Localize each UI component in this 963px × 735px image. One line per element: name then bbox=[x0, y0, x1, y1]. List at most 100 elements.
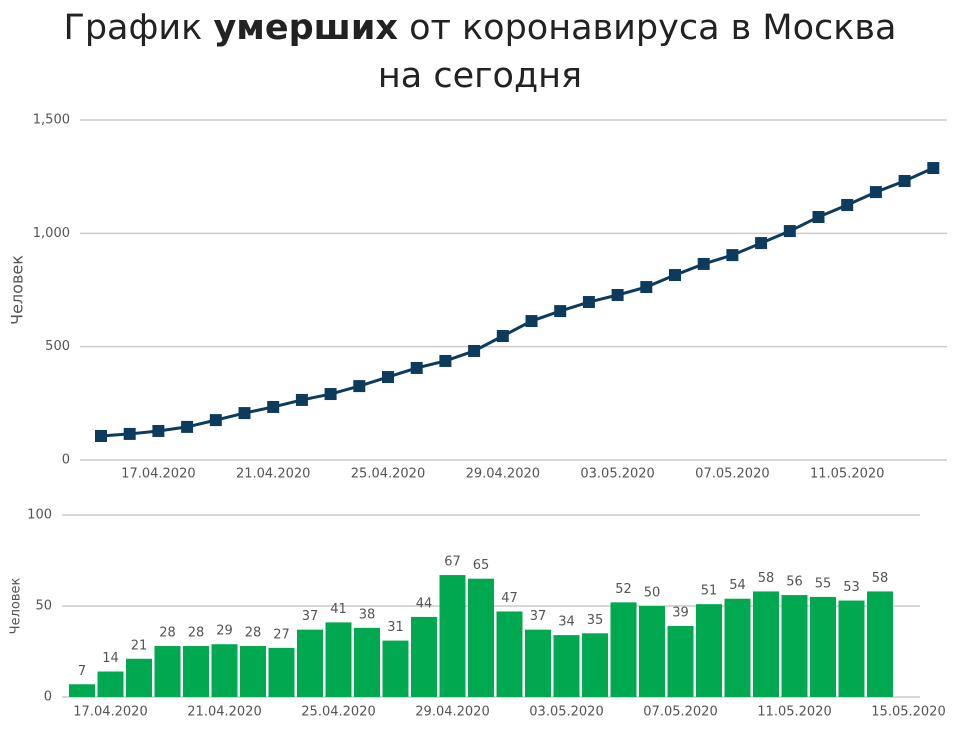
marker bbox=[353, 380, 366, 393]
y-tick-label: 500 bbox=[45, 339, 70, 354]
data-label: 58 bbox=[758, 571, 775, 586]
data-label: 51 bbox=[701, 584, 718, 599]
x-tick-label: 17.04.2020 bbox=[73, 705, 147, 720]
marker bbox=[468, 344, 481, 357]
data-label: 53 bbox=[843, 580, 860, 595]
data-label: 37 bbox=[302, 609, 319, 624]
x-tick-label: 03.05.2020 bbox=[580, 467, 654, 482]
data-label: 56 bbox=[786, 575, 803, 590]
marker bbox=[324, 388, 337, 401]
title-part: График bbox=[63, 8, 203, 48]
marker bbox=[238, 407, 251, 420]
bar bbox=[496, 611, 523, 697]
marker bbox=[554, 305, 567, 318]
marker bbox=[726, 249, 739, 262]
bar bbox=[696, 604, 722, 697]
x-tick-label: 25.04.2020 bbox=[301, 705, 375, 720]
bar bbox=[325, 622, 352, 697]
bar bbox=[183, 646, 209, 697]
bar bbox=[867, 591, 893, 697]
x-tick-label: 29.04.2020 bbox=[466, 467, 540, 482]
y-tick-label: 0 bbox=[44, 690, 52, 705]
data-label: 29 bbox=[216, 624, 233, 639]
y-tick-label: 1,500 bbox=[33, 113, 70, 128]
bar bbox=[810, 596, 836, 697]
data-label: 34 bbox=[558, 615, 575, 630]
x-tick-label: 07.05.2020 bbox=[643, 705, 717, 720]
bar bbox=[211, 644, 238, 697]
marker bbox=[525, 315, 538, 328]
marker bbox=[869, 186, 882, 199]
bar bbox=[69, 684, 95, 697]
marker bbox=[410, 361, 423, 374]
data-label: 55 bbox=[815, 576, 832, 591]
marker bbox=[812, 211, 825, 224]
bar bbox=[411, 616, 437, 697]
x-tick-label: 11.05.2020 bbox=[757, 705, 831, 720]
marker bbox=[152, 424, 165, 437]
bar bbox=[268, 647, 295, 697]
marker bbox=[611, 288, 624, 301]
data-label: 38 bbox=[359, 607, 376, 622]
data-label: 28 bbox=[159, 626, 176, 641]
data-label: 47 bbox=[501, 591, 518, 606]
y-axis-label: Человек bbox=[9, 578, 24, 635]
data-label: 28 bbox=[188, 626, 205, 641]
data-label: 31 bbox=[387, 620, 404, 635]
x-tick-label: 07.05.2020 bbox=[695, 467, 769, 482]
marker bbox=[181, 420, 194, 433]
line bbox=[100, 166, 934, 438]
y-tick-label: 50 bbox=[35, 599, 52, 614]
x-tick-label: 25.04.2020 bbox=[351, 467, 425, 482]
bar bbox=[753, 591, 779, 697]
data-label: 41 bbox=[330, 602, 347, 617]
x-tick-label: 21.04.2020 bbox=[236, 467, 310, 482]
marker bbox=[295, 393, 308, 406]
bar bbox=[468, 578, 494, 697]
x-tick-label: 15.05.2020 bbox=[871, 705, 945, 720]
bar bbox=[240, 646, 266, 697]
bar bbox=[553, 635, 580, 697]
marker bbox=[841, 199, 854, 211]
marker bbox=[927, 162, 940, 175]
y-axis-label: Человек bbox=[8, 255, 27, 325]
data-label: 67 bbox=[444, 555, 461, 570]
bar bbox=[724, 598, 751, 697]
marker bbox=[382, 371, 394, 384]
bar bbox=[838, 600, 865, 697]
marker bbox=[123, 427, 136, 440]
data-label: 21 bbox=[131, 638, 148, 653]
data-label: 54 bbox=[729, 578, 746, 593]
data-label: 39 bbox=[672, 606, 689, 621]
x-tick-label: 21.04.2020 bbox=[187, 705, 261, 720]
x-tick-label: 29.04.2020 bbox=[415, 705, 489, 720]
x-tick-label: 17.04.2020 bbox=[121, 467, 195, 482]
marker bbox=[898, 174, 911, 187]
marker bbox=[209, 414, 222, 427]
data-label: 58 bbox=[872, 571, 889, 586]
marker bbox=[439, 354, 452, 367]
x-tick-label: 11.05.2020 bbox=[810, 467, 884, 482]
data-label: 28 bbox=[245, 626, 262, 641]
data-label: 44 bbox=[416, 596, 433, 611]
data-label: 27 bbox=[273, 627, 290, 642]
title-part: от коронавируса в Москва на сегодня bbox=[377, 8, 897, 96]
data-label: 65 bbox=[473, 558, 490, 573]
bar bbox=[582, 633, 608, 697]
bar bbox=[525, 629, 551, 697]
y-tick-label: 1,000 bbox=[33, 226, 70, 241]
data-label: 7 bbox=[78, 664, 86, 679]
bar bbox=[639, 606, 665, 697]
x-tick-label: 03.05.2020 bbox=[529, 705, 603, 720]
chart-title: График умерших от коронавируса в Москва … bbox=[40, 4, 920, 100]
data-label: 35 bbox=[587, 613, 604, 628]
marker bbox=[267, 400, 280, 413]
title-bold: умерших bbox=[213, 8, 398, 48]
bar bbox=[154, 646, 181, 697]
data-label: 14 bbox=[102, 651, 119, 666]
marker bbox=[640, 281, 653, 294]
marker bbox=[697, 257, 710, 270]
bar bbox=[126, 658, 152, 697]
data-label: 50 bbox=[644, 586, 661, 601]
